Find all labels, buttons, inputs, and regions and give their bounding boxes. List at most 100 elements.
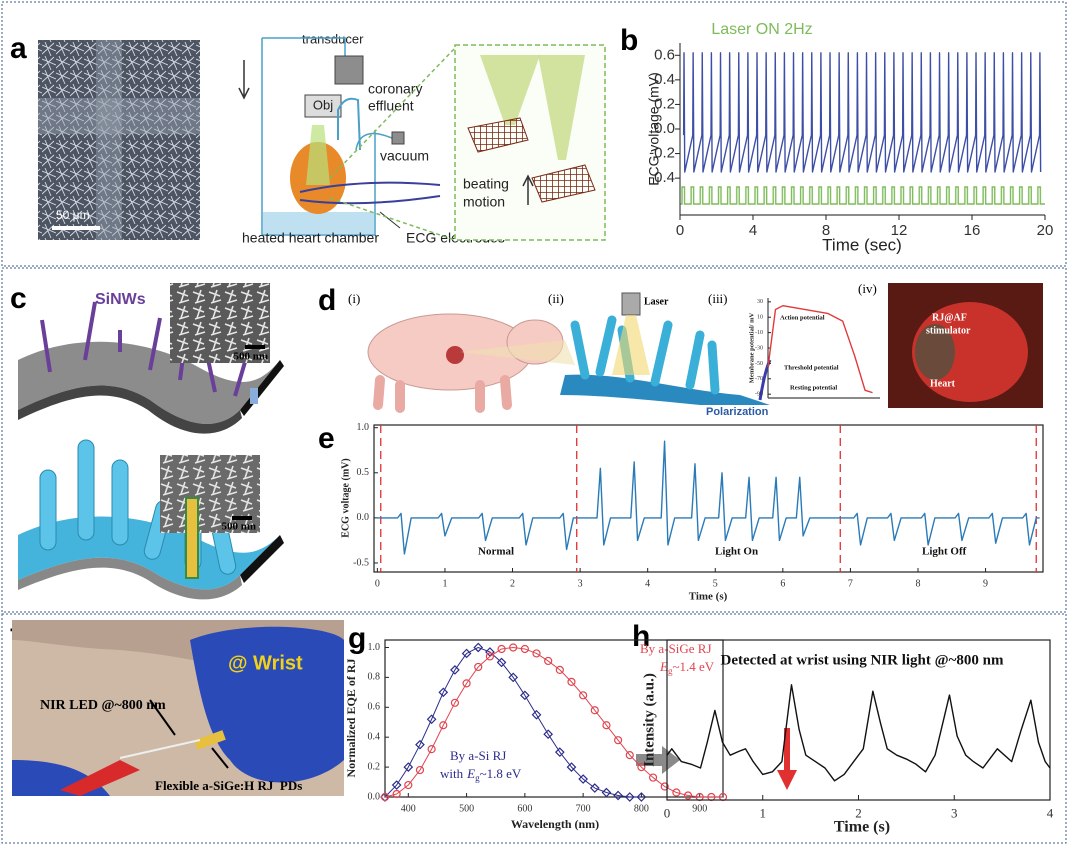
chart: 30 10 -10 -30 -50 -70 -90 Membrane potential/ m… [748, 298, 880, 399]
shape [96, 40, 122, 240]
chart: 0 4 8 12 16 20 0.6 0.4 0.2 0.0 -0.2 -0.4 Laser ON 2H… [646, 21, 1054, 254]
curve-label: with Eg~1.8 eV [440, 766, 522, 783]
point [566, 762, 577, 772]
y-tick-label: -0.4 [649, 169, 675, 186]
shape [38, 40, 200, 240]
y-tick-label: -30 [755, 345, 763, 351]
curve-label: By a-SiGe RJ [640, 641, 712, 656]
point [579, 691, 588, 700]
chart-title: Detected at wrist using NIR light @~800 … [721, 652, 1004, 668]
y-tick-label: 0.8 [368, 672, 381, 683]
x-tick-label: 400 [401, 803, 416, 814]
row-frame [1, 1, 1067, 267]
x-tick-label: 3 [578, 578, 583, 589]
point [404, 780, 413, 790]
x-tick-label: 9 [983, 578, 988, 589]
shape [460, 340, 575, 365]
point [578, 774, 588, 784]
annotation: Threshold potential [784, 364, 839, 371]
shape [306, 125, 330, 185]
shape [18, 385, 242, 434]
shape [480, 55, 540, 125]
laser-pulses [680, 184, 1045, 206]
panel-label: d [318, 284, 336, 317]
shape [373, 375, 512, 413]
scale-bar-label: 50 μm [56, 208, 90, 222]
shape [38, 98, 200, 134]
row-frame [1, 267, 1067, 613]
point [672, 788, 681, 797]
x-tick-label: 2 [855, 805, 862, 820]
point [625, 751, 634, 760]
panel-label: b [620, 24, 638, 57]
point [403, 762, 414, 772]
point [555, 665, 564, 675]
y-tick-label: 0.6 [368, 702, 381, 713]
curve-labels: By a-SiGe RJ Eg~1.4 eV By a-Si RJ with Eg… [440, 641, 797, 790]
point [439, 721, 448, 730]
shape [185, 497, 199, 579]
shape [170, 283, 270, 363]
text: ~1.8 eV [480, 766, 522, 781]
y-tick-label: 0.5 [357, 467, 370, 478]
text: g [668, 666, 673, 676]
annotation: Light On [715, 546, 758, 558]
shape [379, 211, 401, 229]
shape [334, 55, 364, 85]
y-axis-label: ECG voltage (mV) [340, 458, 351, 537]
y-tick-label: -70 [755, 376, 763, 382]
x-tick-label: 16 [964, 222, 981, 239]
point [637, 762, 646, 772]
annotation: Light Off [922, 546, 967, 558]
x-tick-label: 20 [1037, 222, 1054, 239]
shape [467, 117, 529, 153]
point [508, 672, 519, 683]
x-tick-label: 0 [664, 805, 671, 820]
shape [522, 174, 534, 205]
shape [240, 535, 284, 583]
data-line [666, 684, 1051, 782]
point [462, 679, 471, 688]
annotation: Action potential [780, 314, 825, 321]
panel-label: h [632, 620, 650, 653]
point [461, 648, 472, 659]
photo-label: Flexible a-SiGe:H RJ PDs [155, 778, 302, 793]
x-tick-label: 8 [915, 578, 920, 589]
plot-frame [373, 424, 1044, 573]
x-axis-label: Wavelength (nm) [511, 817, 599, 831]
point [380, 792, 390, 802]
photo-label: Heart [930, 378, 956, 389]
row-frame [1, 613, 1067, 844]
shape [299, 181, 441, 205]
arrow [777, 728, 797, 790]
y-tick-label: 1.0 [357, 422, 370, 433]
x-tick-label: 7 [848, 578, 853, 589]
y-tick-label: 0.0 [357, 512, 370, 523]
data-line [682, 52, 1042, 173]
point [543, 729, 554, 740]
y-tick-label: 10 [757, 315, 763, 321]
point [613, 790, 623, 801]
point [450, 665, 460, 675]
y-tick-label: 1.0 [368, 642, 381, 653]
x-tick-label: 0 [375, 578, 380, 589]
chart-title: Laser ON 2Hz [711, 21, 812, 38]
shape [391, 131, 405, 145]
point [532, 649, 541, 658]
point [648, 773, 658, 782]
data-line [767, 304, 873, 394]
x-tick-label: 3 [951, 805, 958, 820]
shape [355, 132, 393, 151]
y-tick-label: 0.4 [368, 731, 381, 742]
text: E [466, 766, 475, 781]
pig-schematic: (i) (ii) (iii) (iv) Laser Polarization R… [348, 281, 1043, 418]
curve-label: Eg~1.4 eV [659, 659, 715, 676]
x-axis-label: Time (sec) [822, 235, 902, 254]
shape [119, 739, 201, 759]
data-line [377, 440, 1040, 555]
point [450, 698, 460, 707]
x-tick-label: 12 [891, 222, 908, 239]
point [509, 643, 518, 652]
point [531, 709, 542, 720]
